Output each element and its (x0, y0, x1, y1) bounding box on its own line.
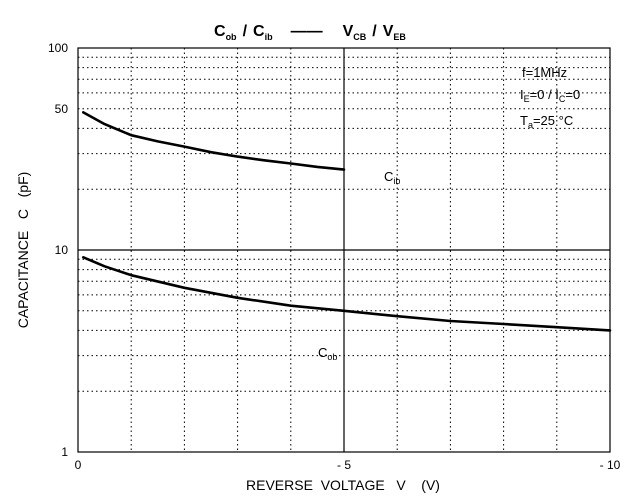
major-grid-lines (78, 48, 610, 452)
title-sep-right: / (372, 23, 377, 40)
series-line-cob (82, 256, 612, 332)
cond-s2: C (559, 94, 566, 104)
y-tick-label: 10 (55, 243, 69, 257)
chart-title: Cob / Cib —— VCB / VEB (214, 23, 406, 42)
title-cib-sub: ib (265, 32, 274, 42)
cond-end: =0 (565, 87, 580, 102)
title-veb-sub: EB (393, 32, 406, 42)
title-sep-left: / (243, 23, 248, 40)
cond-t-rest: =25 °C (533, 113, 573, 128)
title-cob-sub: ob (226, 32, 237, 42)
y-tick-label: 1 (61, 445, 68, 459)
label-cob-sub: ob (327, 352, 337, 362)
curve-label-cob: Cob (318, 345, 337, 362)
x-tick-label: - 10 (600, 458, 621, 472)
title-vcb-sub: CB (353, 32, 366, 42)
cond-mid: =0 / I (530, 87, 559, 102)
label-cib-main: C (384, 169, 393, 184)
title-dash: —— (291, 23, 323, 40)
condition-frequency: f=1MHz (522, 65, 567, 80)
cond-s1: E (524, 94, 530, 104)
title-cob: C (214, 23, 226, 40)
condition-current: IE=0 / IC=0 (520, 87, 580, 104)
y-tick-label: 50 (55, 102, 69, 116)
cond-t-sub: a (528, 120, 533, 130)
title-cib: C (253, 23, 265, 40)
title-vcb: V (343, 23, 354, 40)
condition-temperature: Ta=25 °C (520, 113, 573, 130)
x-tick-label: - 5 (337, 458, 351, 472)
cond-i1: I (520, 87, 524, 102)
series-line-cib (82, 111, 346, 171)
curve-label-cib: Cib (384, 169, 400, 186)
tick-labels: 0 - 5 - 10 1 10 50 100 (48, 41, 621, 472)
label-cob-main: C (318, 345, 327, 360)
label-cib-sub: ib (393, 176, 400, 186)
title-veb: V (383, 23, 394, 40)
y-tick-label: 100 (48, 41, 68, 55)
series-layer (82, 111, 612, 332)
x-tick-label: 0 (75, 458, 82, 472)
x-axis-title: REVERSE VOLTAGE V (V) (246, 477, 440, 493)
y-axis-title: CAPACITANCE C (pF) (15, 172, 31, 329)
cond-t: T (520, 113, 528, 128)
